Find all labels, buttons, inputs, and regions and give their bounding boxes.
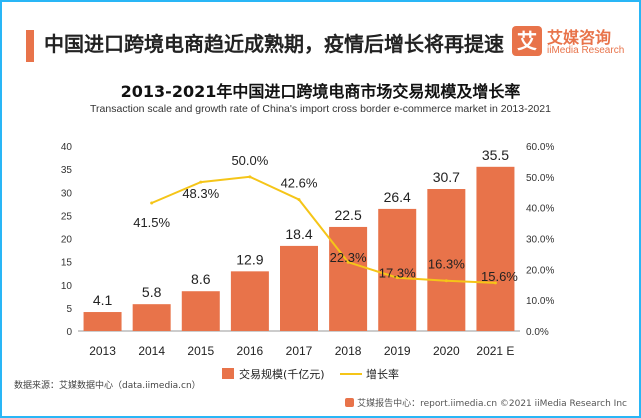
chart-subtitle: Transaction scale and growth rate of Chi… [90, 103, 551, 115]
x-tick-label: 2013 [89, 344, 116, 358]
bar [329, 226, 368, 331]
y-left-tick-label: 25 [61, 211, 73, 222]
bar [181, 291, 220, 331]
logo-name-en: iiMedia Research [547, 45, 625, 56]
y-right-tick-label: 20.0% [526, 265, 554, 276]
y-left-tick-label: 5 [66, 304, 72, 315]
growth-rate-point [150, 201, 154, 205]
bar [280, 245, 318, 331]
growth-rate-point [346, 260, 350, 264]
headline-accent-bar [26, 30, 34, 62]
growth-rate-point [248, 175, 252, 179]
bar [378, 208, 417, 331]
y-left-tick-label: 30 [61, 188, 73, 199]
y-right-tick-label: 30.0% [526, 235, 554, 246]
growth-rate-point [444, 279, 448, 283]
y-right-tick-label: 50.0% [526, 173, 554, 184]
report-center-icon [345, 398, 355, 407]
growth-rate-point [395, 276, 399, 280]
y-right-tick-label: 60.0% [526, 142, 554, 153]
bar-value-label: 12.9 [236, 251, 263, 267]
bar-value-label: 8.6 [191, 271, 211, 287]
y-left-tick-label: 15 [61, 258, 73, 269]
growth-rate-label: 48.3% [182, 186, 219, 201]
y-right-tick-label: 0.0% [526, 327, 549, 338]
growth-rate-label: 15.6% [481, 269, 518, 284]
x-tick-label: 2020 [433, 344, 460, 358]
growth-rate-label: 17.3% [379, 266, 416, 281]
bar-value-label: 18.4 [285, 226, 312, 242]
growth-rate-line [151, 175, 496, 284]
logo-name-cn: 艾媒咨询 [547, 28, 612, 47]
bar [230, 271, 269, 331]
y-left-tick-label: 35 [61, 165, 73, 176]
headline: 中国进口跨境电商趋近成熟期，疫情后增长将再提速 [44, 32, 504, 56]
bar-value-label: 22.5 [334, 207, 361, 223]
growth-rate-label: 16.3% [428, 257, 465, 272]
logo-mark: 艾 [512, 26, 542, 56]
y-left-tick-label: 10 [61, 281, 73, 292]
y-right-tick-label: 40.0% [526, 204, 554, 215]
legend-swatch-bar [222, 368, 234, 379]
growth-rate-label: 42.6% [281, 176, 318, 191]
bar [476, 166, 515, 331]
y-right-tick-label: 10.0% [526, 296, 554, 307]
x-tick-label: 2018 [335, 344, 362, 358]
growth-rate-label: 41.5% [133, 215, 170, 230]
x-tick-label: 2014 [138, 344, 165, 358]
bar-value-label: 30.7 [433, 169, 460, 185]
x-tick-label: 2016 [237, 344, 264, 358]
growth-rate-point [199, 180, 203, 184]
data-source: 数据来源：艾媒数据中心（data.iimedia.cn） [14, 381, 201, 391]
x-tick-label: 2021 E [476, 344, 514, 358]
bar [83, 312, 122, 331]
x-tick-label: 2015 [187, 344, 214, 358]
growth-rate-label: 22.3% [330, 250, 367, 265]
bar [427, 189, 466, 331]
growth-rate-point [493, 281, 497, 285]
growth-rate-label: 50.0% [231, 153, 268, 168]
y-left-tick-label: 40 [61, 142, 73, 153]
bar-value-label: 35.5 [482, 147, 509, 163]
x-tick-label: 2017 [286, 344, 313, 358]
footer-text: 艾媒报告中心：report.iimedia.cn ©2021 iiMedia R… [357, 399, 627, 409]
y-left-tick-label: 0 [66, 327, 72, 338]
x-tick-label: 2019 [384, 344, 411, 358]
y-left-tick-label: 20 [61, 235, 73, 246]
legend-label-bar: 交易规模(千亿元) [239, 367, 325, 381]
footer: 艾媒报告中心：report.iimedia.cn ©2021 iiMedia R… [345, 396, 627, 409]
bar [132, 304, 171, 331]
chart-title: 2013-2021年中国进口跨境电商市场交易规模及增长率 [120, 82, 521, 101]
bar-value-label: 26.4 [384, 189, 411, 205]
legend-label-line: 增长率 [366, 367, 399, 381]
bar-value-label: 4.1 [93, 292, 113, 308]
growth-rate-point [297, 198, 301, 202]
bar-value-label: 5.8 [142, 284, 162, 300]
iimedia-logo: 艾 艾媒咨询 iiMedia Research [512, 24, 632, 64]
